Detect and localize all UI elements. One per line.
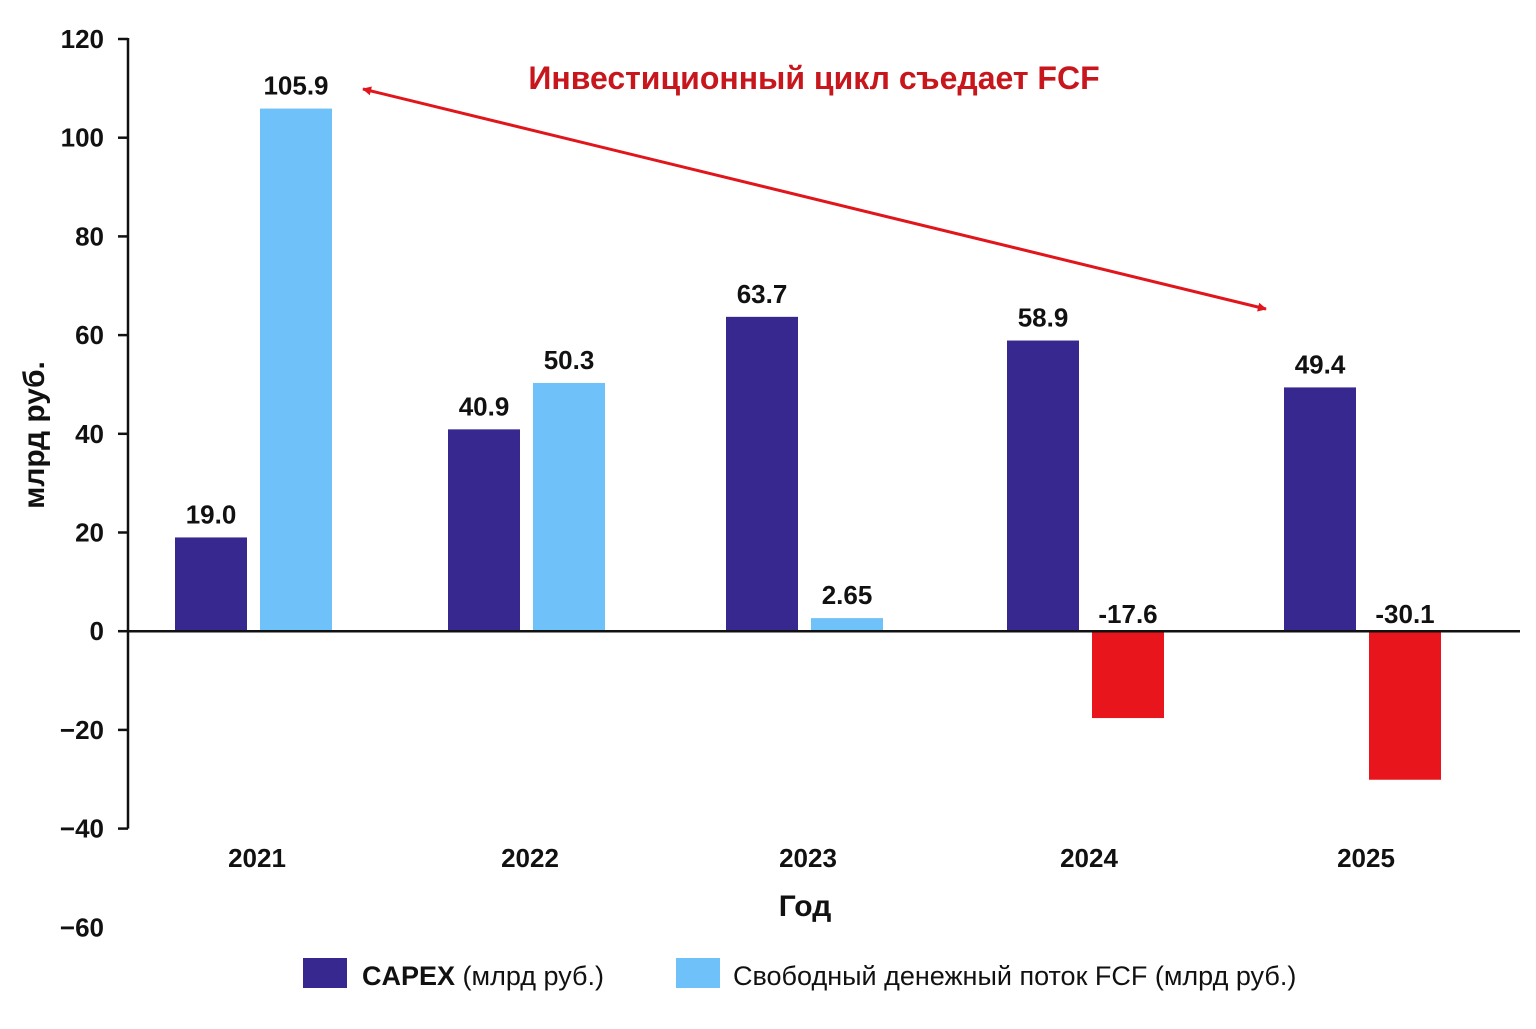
- y-tick-label: 60: [75, 320, 104, 350]
- legend-swatch-fcf: [676, 958, 720, 988]
- bar-capex-2021: [175, 537, 247, 632]
- x-tick-label-2023: 2023: [779, 843, 837, 873]
- annotation-arrow: [362, 86, 1267, 312]
- bar-capex-2022: [448, 429, 520, 632]
- data-label-capex-2022: 40.9: [459, 391, 510, 421]
- bars: [175, 108, 1441, 780]
- bar-fcf-2024: [1092, 631, 1164, 719]
- x-axis-title: Год: [779, 890, 832, 923]
- data-label-fcf-2025: -30.1: [1375, 599, 1434, 629]
- y-tick-label: −20: [60, 715, 104, 745]
- x-tick-label-2021: 2021: [228, 843, 286, 873]
- legend-item-capex: CAPEX (млрд руб.): [362, 961, 604, 991]
- data-label-capex-2024: 58.9: [1018, 303, 1069, 333]
- data-label-fcf-2022: 50.3: [544, 345, 595, 375]
- x-tick-label-2025: 2025: [1337, 843, 1395, 873]
- y-tick-label: 20: [75, 518, 104, 548]
- y-tick-label: 120: [61, 24, 104, 54]
- bar-fcf-2021: [260, 108, 332, 632]
- bar-capex-2023: [726, 316, 798, 632]
- y-tick-label: −60: [60, 912, 104, 942]
- bar-capex-2025: [1284, 387, 1356, 632]
- y-tick-label: 100: [61, 123, 104, 153]
- data-label-fcf-2024: -17.6: [1098, 599, 1157, 629]
- data-labels: 19.0 40.9 63.7 58.9 49.4 105.9 50.3 2.65 -17.6 -3…: [186, 71, 1435, 630]
- y-tick-label: −40: [60, 814, 104, 844]
- y-axis-title: млрд руб.: [18, 361, 51, 509]
- legend-capex-rest: (млрд руб.): [455, 961, 604, 991]
- bar-fcf-2023: [811, 618, 883, 632]
- annotation-text: Инвестиционный цикл съедает FCF: [528, 60, 1099, 96]
- bar-capex-2024: [1007, 340, 1079, 632]
- legend: CAPEX (млрд руб.) Свободный денежный пот…: [303, 958, 1296, 991]
- legend-item-fcf: Свободный денежный поток FCF (млрд руб.): [733, 961, 1296, 991]
- legend-capex-bold: CAPEX: [362, 961, 455, 991]
- x-tick-label-2022: 2022: [501, 843, 559, 873]
- x-tick-label-2024: 2024: [1060, 843, 1118, 873]
- data-label-capex-2023: 63.7: [737, 279, 788, 309]
- bar-fcf-2025: [1369, 631, 1441, 780]
- data-label-capex-2025: 49.4: [1295, 349, 1346, 379]
- data-label-fcf-2021: 105.9: [263, 71, 328, 101]
- data-label-capex-2021: 19.0: [186, 499, 237, 529]
- y-tick-label: 80: [75, 221, 104, 251]
- data-label-fcf-2023: 2.65: [822, 580, 873, 610]
- y-tick-label: 0: [90, 616, 104, 646]
- y-tick-label: 40: [75, 419, 104, 449]
- axes: 120 100 80 60 40 20 0 −20 −40 −60 2021 2022 2023 2024…: [60, 24, 1395, 942]
- annotation: Инвестиционный цикл съедает FCF: [362, 60, 1267, 312]
- legend-swatch-capex: [303, 958, 347, 988]
- bar-fcf-2022: [533, 382, 605, 632]
